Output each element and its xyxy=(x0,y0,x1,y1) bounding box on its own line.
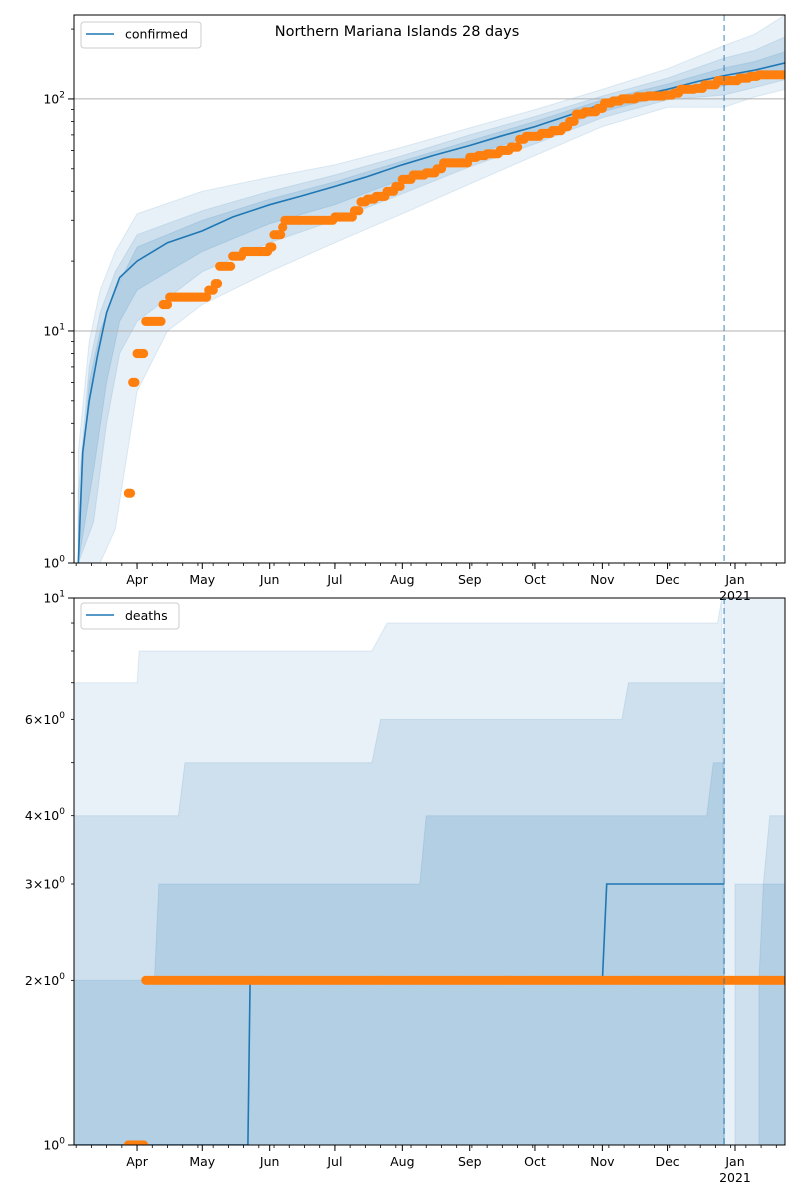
confirmed-observed-points xyxy=(123,70,785,498)
deaths-legend: deaths xyxy=(80,602,180,630)
y-tick-label: 2×100 xyxy=(25,972,65,988)
observed-point xyxy=(780,975,785,985)
deaths-observed-points xyxy=(123,975,785,1145)
x-tick-label: Jun xyxy=(259,1154,280,1169)
band-inner xyxy=(77,51,785,563)
chart-title: Northern Mariana Islands 28 days xyxy=(275,24,520,40)
x-tick-label: Jan xyxy=(724,572,744,587)
x-year-label: 2021 xyxy=(719,1170,751,1185)
y-tick-label: 3×100 xyxy=(25,876,65,892)
x-tick-label: Jan xyxy=(724,1154,744,1169)
x-tick-label: Aug xyxy=(390,572,414,587)
x-tick-label: Nov xyxy=(590,1154,615,1169)
observed-point xyxy=(226,261,236,271)
observed-point xyxy=(780,70,785,80)
x-year-label: 2021 xyxy=(719,588,751,603)
band-outer xyxy=(74,598,725,1145)
x-tick-label: Aug xyxy=(390,1154,414,1169)
x-tick-label: Jul xyxy=(326,1154,342,1169)
observed-point xyxy=(139,348,149,359)
deaths-legend-label: deaths xyxy=(125,608,168,623)
observed-point xyxy=(276,230,286,240)
x-tick-label: May xyxy=(189,572,215,587)
observed-point xyxy=(395,181,405,191)
observed-point xyxy=(156,316,166,326)
observed-point xyxy=(130,377,140,387)
x-tick-label: Dec xyxy=(655,572,679,587)
confirmed-legend-box xyxy=(80,21,202,49)
y-tick-label: 4×100 xyxy=(25,807,65,823)
x-tick-label: Nov xyxy=(590,572,615,587)
observed-point xyxy=(278,222,288,232)
observed-point xyxy=(354,206,364,216)
x-tick-label: Jul xyxy=(326,572,342,587)
deaths-legend-box xyxy=(80,602,180,630)
observed-point xyxy=(202,292,212,302)
x-tick-label: Sep xyxy=(458,572,482,587)
x-tick-label: Dec xyxy=(655,1154,679,1169)
deaths-axes-frame xyxy=(73,597,786,1146)
x-tick-label: Oct xyxy=(524,572,546,587)
band-inner xyxy=(74,762,725,1145)
x-tick-label: Apr xyxy=(126,1154,148,1169)
y-tick-label: 6×100 xyxy=(25,711,65,727)
observed-point xyxy=(267,242,277,252)
x-tick-label: Apr xyxy=(126,572,148,587)
observed-point xyxy=(125,488,136,498)
observed-point xyxy=(162,299,173,310)
confirmed-axes-frame xyxy=(73,14,786,564)
deaths-uncertainty-bands xyxy=(74,598,785,1145)
observed-point xyxy=(212,279,223,289)
x-tick-label: Jun xyxy=(259,572,280,587)
observed-point xyxy=(513,142,523,152)
observed-point xyxy=(139,1140,149,1145)
x-tick-label: Oct xyxy=(524,1154,546,1169)
confirmed-legend: confirmed xyxy=(80,21,202,49)
x-tick-label: May xyxy=(189,1154,215,1169)
forecast-band-inner xyxy=(758,883,785,1145)
x-tick-label: Sep xyxy=(458,1154,482,1169)
band-middle xyxy=(74,682,725,1145)
band-outer xyxy=(77,15,785,563)
confirmed-legend-label: confirmed xyxy=(125,27,188,42)
observed-point xyxy=(569,116,579,126)
